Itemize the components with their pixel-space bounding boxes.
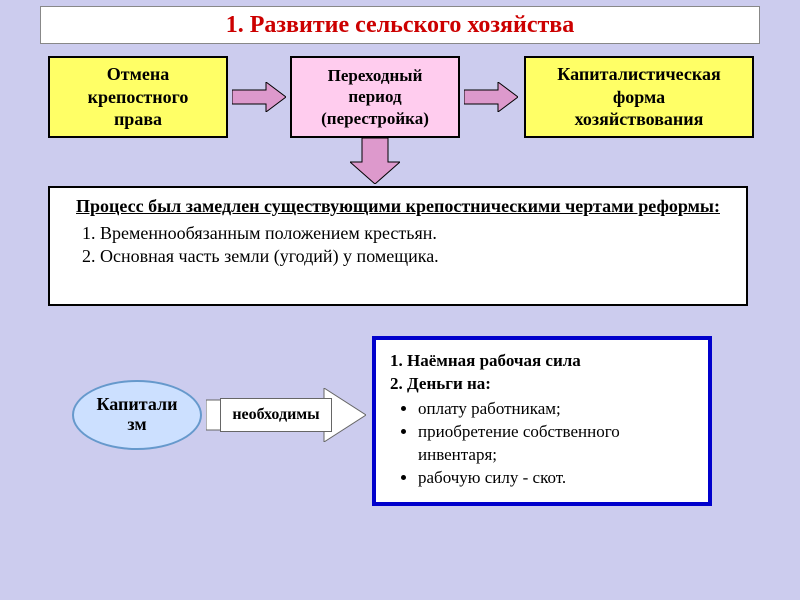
arrow-down bbox=[350, 138, 400, 184]
box-r-line2: форма bbox=[613, 87, 665, 107]
req-bullet-3: рабочую силу - скот. bbox=[418, 467, 694, 490]
box-r-line3: хозяйствования bbox=[575, 109, 704, 129]
box-l-line2: крепостного bbox=[88, 87, 189, 107]
box-abolition-serfdom: Отмена крепостного права bbox=[48, 56, 228, 138]
need-label: необходимы bbox=[232, 406, 319, 424]
box-l-line3: права bbox=[114, 109, 162, 129]
req-line-1: 1. Наёмная рабочая сила bbox=[390, 350, 694, 373]
slide-title: 1. Развитие сельского хозяйства bbox=[226, 12, 575, 39]
oval-word-2: зм bbox=[96, 415, 177, 435]
box-m-line1: Переходный bbox=[328, 66, 423, 85]
requirements-box: 1. Наёмная рабочая сила 2. Деньги на: оп… bbox=[372, 336, 712, 506]
box-l-line1: Отмена bbox=[107, 64, 169, 84]
explanation-box: Процесс был замедлен существующими крепо… bbox=[48, 186, 748, 306]
box-r-line1: Капиталистическая bbox=[557, 64, 720, 84]
arrow-right-2 bbox=[464, 82, 518, 112]
explanation-item-2: Основная часть земли (угодий) у помещика… bbox=[100, 245, 732, 268]
oval-word-1: Капитали bbox=[96, 395, 177, 415]
explanation-item-1: Временнообязанным положением крестьян. bbox=[100, 222, 732, 245]
slide-title-bar: 1. Развитие сельского хозяйства bbox=[40, 6, 760, 44]
explanation-list: Временнообязанным положением крестьян. О… bbox=[64, 222, 732, 269]
req-bullet-1: оплату работникам; bbox=[418, 398, 694, 421]
box-m-line3: (перестройка) bbox=[321, 109, 429, 128]
req-line-2: 2. Деньги на: bbox=[390, 373, 694, 396]
oval-capitalism: Капитали зм bbox=[72, 380, 202, 450]
req-bullets: оплату работникам; приобретение собствен… bbox=[390, 398, 694, 490]
box-transition-period: Переходный период (перестройка) bbox=[290, 56, 460, 138]
req-bullet-2: приобретение собственного инвентаря; bbox=[418, 421, 694, 467]
arrow-right-1 bbox=[232, 82, 286, 112]
explanation-header: Процесс был замедлен существующими крепо… bbox=[64, 196, 732, 218]
box-capitalist-form: Капиталистическая форма хозяйствования bbox=[524, 56, 754, 138]
need-label-box: необходимы bbox=[220, 398, 332, 432]
box-m-line2: период bbox=[348, 87, 401, 106]
